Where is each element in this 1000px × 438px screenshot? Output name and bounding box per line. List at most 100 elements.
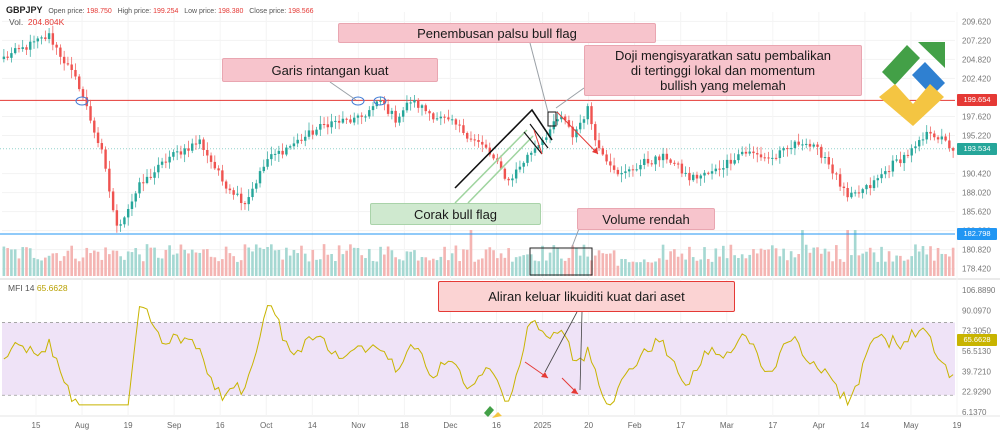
volume-bar bbox=[190, 249, 194, 276]
volume-bar bbox=[567, 257, 571, 276]
reversal-arrow bbox=[556, 111, 599, 155]
candle-body bbox=[153, 172, 156, 178]
volume-bar bbox=[450, 253, 454, 276]
price-axis-label: 188.020 bbox=[962, 189, 991, 198]
volume-bar bbox=[330, 253, 333, 276]
candle-body bbox=[914, 146, 917, 149]
volume-bar bbox=[59, 260, 62, 276]
volume-bar bbox=[767, 249, 770, 276]
candle-body bbox=[126, 209, 130, 218]
candle-body bbox=[138, 182, 141, 194]
candle-body bbox=[929, 131, 932, 134]
volume-bar bbox=[443, 246, 446, 276]
volume-bar bbox=[763, 250, 767, 276]
volume-bar bbox=[465, 249, 469, 276]
volume-bar bbox=[597, 250, 601, 276]
volume-bar bbox=[891, 261, 895, 276]
candle-body bbox=[511, 178, 514, 181]
candle-body bbox=[394, 110, 397, 123]
volume-bar bbox=[364, 258, 367, 276]
volume-bar bbox=[318, 259, 322, 276]
candle-body bbox=[740, 151, 744, 155]
candle-body bbox=[206, 149, 209, 156]
candle-body bbox=[658, 156, 661, 161]
time-axis-label: 17 bbox=[676, 421, 685, 430]
volume-bar bbox=[676, 256, 680, 276]
current-price-tag: 193.534 bbox=[957, 142, 997, 155]
volume-bar bbox=[454, 245, 458, 276]
volume-bar bbox=[300, 245, 303, 276]
volume-bar bbox=[639, 262, 642, 276]
candle-body bbox=[29, 41, 32, 50]
candle-body bbox=[2, 56, 6, 60]
volume-bar bbox=[729, 244, 733, 276]
volume-bar bbox=[322, 244, 326, 276]
candle-body bbox=[737, 154, 740, 161]
volume-bar bbox=[582, 244, 586, 276]
volume-bar bbox=[593, 255, 597, 276]
candle-body bbox=[236, 193, 239, 195]
reversal-arrowhead bbox=[592, 147, 598, 154]
price-axis-label: 185.620 bbox=[962, 208, 991, 217]
candle-body bbox=[710, 171, 714, 174]
annotation-bull-flag-text: Corak bull flag bbox=[413, 206, 498, 222]
volume-bar bbox=[944, 254, 947, 276]
candle-body bbox=[951, 148, 955, 151]
low-label: Low price: bbox=[184, 8, 217, 15]
volume-bar bbox=[217, 261, 220, 276]
candle-body bbox=[405, 102, 409, 111]
volume-bars bbox=[2, 230, 955, 276]
candle-body bbox=[322, 124, 326, 126]
volume-bar bbox=[929, 246, 932, 276]
candle-body bbox=[680, 163, 684, 174]
flag-drop-arrow bbox=[533, 129, 543, 155]
volume-bar bbox=[722, 245, 725, 276]
volume-label: Vol. bbox=[9, 17, 24, 27]
candle-body bbox=[571, 126, 574, 138]
volume-bar bbox=[307, 261, 311, 276]
candle-body bbox=[10, 53, 13, 58]
candle-body bbox=[492, 154, 495, 159]
candle-body bbox=[435, 118, 439, 120]
candle-body bbox=[891, 160, 895, 172]
candle-body bbox=[172, 152, 175, 157]
candle-body bbox=[597, 140, 601, 149]
volume-bar bbox=[910, 256, 914, 276]
volume-bar bbox=[492, 250, 495, 276]
volume-bar bbox=[695, 260, 699, 276]
volume-bar bbox=[179, 244, 183, 276]
volume-bar bbox=[224, 246, 228, 276]
candle-body bbox=[17, 48, 21, 50]
symbol-label: GBPJPY bbox=[6, 5, 43, 15]
volume-bar bbox=[804, 244, 808, 276]
candle-body bbox=[160, 161, 164, 165]
open-value: 198.750 bbox=[86, 8, 112, 15]
volume-bar bbox=[714, 248, 718, 276]
volume-bar bbox=[744, 258, 748, 276]
candle-body bbox=[548, 129, 552, 138]
volume-bar bbox=[413, 250, 416, 276]
candle-body bbox=[409, 102, 412, 104]
candle-body bbox=[707, 172, 710, 174]
volume-bar bbox=[100, 259, 104, 276]
candle-body bbox=[654, 156, 657, 165]
candle-body bbox=[567, 120, 571, 127]
candle-body bbox=[699, 175, 702, 179]
candle-body bbox=[239, 193, 243, 204]
candle-body bbox=[865, 185, 868, 190]
volume-bar bbox=[575, 247, 578, 276]
volume-bar bbox=[507, 248, 510, 276]
mfi-axis-label: 6.1370 bbox=[962, 408, 987, 417]
outflow-pointer-2 bbox=[579, 311, 583, 391]
volume-bar bbox=[123, 259, 126, 276]
high-value: 199.254 bbox=[153, 8, 179, 15]
candle-body bbox=[145, 176, 149, 184]
volume-bar bbox=[221, 259, 224, 276]
candle-body bbox=[816, 144, 819, 147]
candle-body bbox=[104, 149, 107, 169]
volume-bar bbox=[108, 254, 111, 276]
candle-body bbox=[179, 151, 183, 155]
candle-body bbox=[752, 151, 755, 154]
volume-bar bbox=[149, 247, 153, 276]
